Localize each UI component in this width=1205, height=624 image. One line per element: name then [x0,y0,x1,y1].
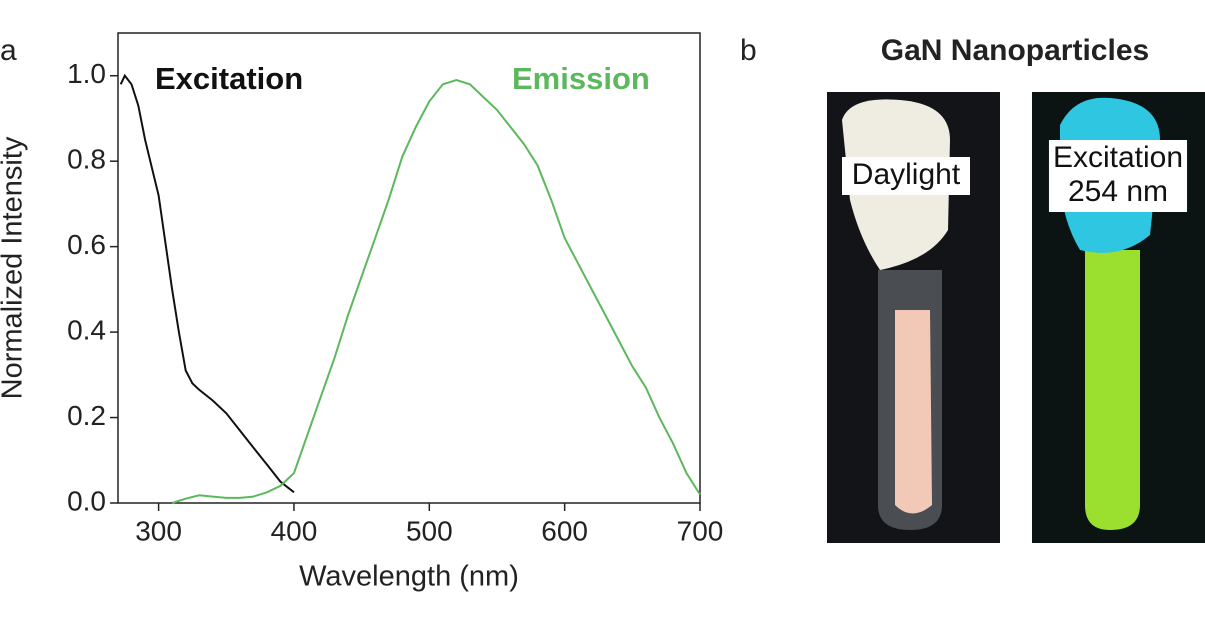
y-tick-label: 0.0 [67,485,106,516]
y-tick-label: 0.6 [67,229,106,260]
plot-frame [117,32,701,504]
panel-label: a [0,34,17,67]
photo-title: GaN Nanoparticles [881,34,1149,67]
y-tick-label: 0.2 [67,400,106,431]
legend-label: Excitation [155,61,303,96]
photo-label-bg [842,157,970,195]
line-series [171,78,701,504]
photo-label: Excitation [1053,141,1183,174]
y-axis-label: Normalized Intensity [0,136,29,399]
photo-label: Daylight [852,158,961,191]
y-tick-label: 1.0 [67,58,106,89]
legend-label: Emission [512,61,650,96]
photo-label: 254 nm [1068,175,1168,208]
x-tick-label: 700 [677,515,724,546]
line-series [119,73,295,494]
x-tick-label: 300 [135,515,182,546]
x-axis-label: Wavelength (nm) [299,561,519,593]
panel-label: b [740,34,757,67]
x-tick-label: 600 [541,515,588,546]
x-tick-label: 500 [406,515,453,546]
photo-label-bg [1048,140,1188,212]
y-tick-label: 0.4 [67,314,106,345]
y-tick-label: 0.8 [67,144,106,175]
x-tick-label: 400 [271,515,318,546]
